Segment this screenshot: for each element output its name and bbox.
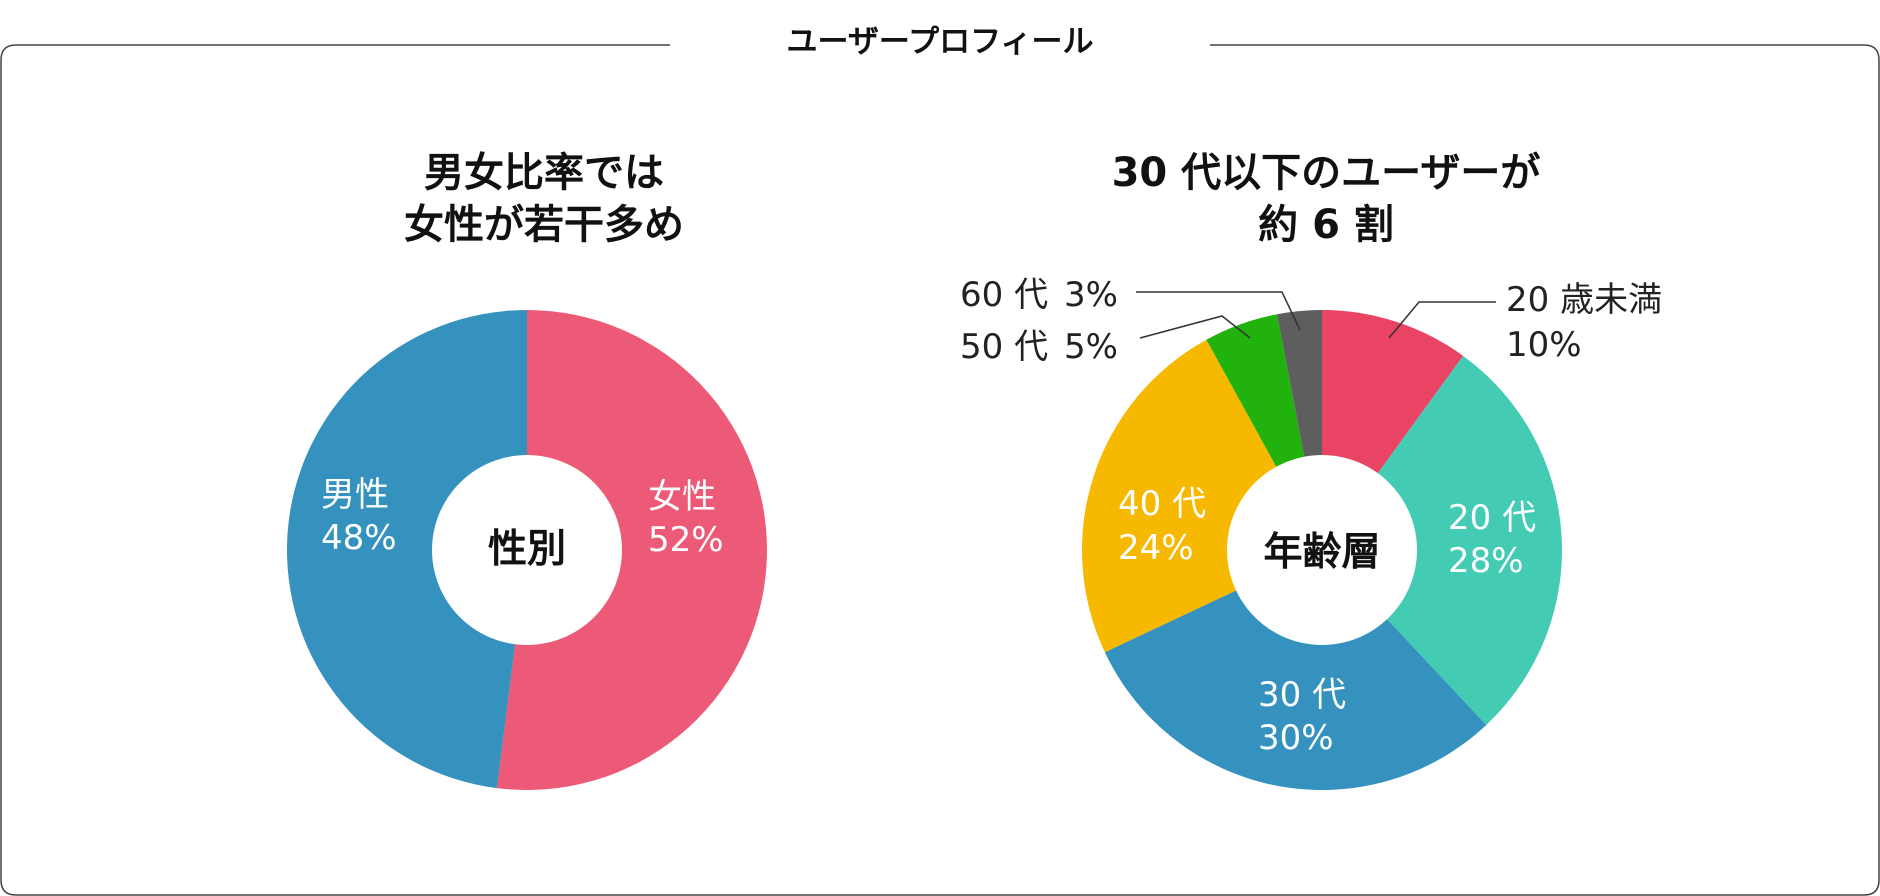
- donut-hole: [1227, 455, 1417, 645]
- pie-slice: [1104, 550, 1487, 790]
- gender-chart: 男女比率では 女性が若干多め 性別 女性 52% 男性 48%: [286, 150, 767, 790]
- slice-value-label: 5%: [1064, 327, 1118, 367]
- donut-hole: [432, 455, 622, 645]
- slice-value-label: 28%: [1448, 541, 1524, 581]
- frame-border: [0, 44, 1880, 896]
- slice-label: 50 代: [960, 327, 1048, 367]
- chart-title-line-1: 男女比率では: [424, 150, 664, 196]
- slice-label: 男性: [321, 475, 389, 515]
- slice-value-label: 48%: [321, 518, 397, 558]
- slice-value-label: 24%: [1118, 528, 1194, 568]
- slice-value-label: 30%: [1258, 718, 1334, 758]
- slice-label: 30 代: [1258, 675, 1346, 715]
- age-donut: [1081, 310, 1562, 790]
- leader-line: [1388, 301, 1496, 339]
- pie-slice: [286, 309, 527, 789]
- chart-title-line-2: 約 6 割: [1258, 202, 1394, 248]
- slice-value-label: 3%: [1064, 275, 1118, 315]
- slice-label: 20 歳未満: [1506, 280, 1662, 320]
- age-chart: 30 代以下のユーザーが 約 6 割 年齢層 20 歳未満 10% 20 代 2…: [960, 150, 1662, 790]
- leader-line: [1136, 291, 1301, 331]
- chart-title-line-1: 30 代以下のユーザーが: [1112, 150, 1541, 196]
- frame-title: ユーザープロフィール: [787, 24, 1094, 60]
- pie-slice: [496, 310, 767, 790]
- chart-title-line-2: 女性が若干多め: [404, 202, 684, 248]
- slice-value-label: 10%: [1506, 325, 1582, 365]
- gender-donut: [286, 309, 767, 790]
- center-label: 性別: [488, 527, 566, 572]
- slice-label: 40 代: [1118, 484, 1206, 524]
- slice-label: 60 代: [960, 275, 1048, 315]
- slice-label: 女性: [648, 477, 716, 517]
- slice-label: 20 代: [1448, 498, 1536, 538]
- slice-value-label: 52%: [648, 520, 724, 560]
- center-label: 年齢層: [1263, 530, 1380, 575]
- leader-line: [1139, 315, 1251, 339]
- pie-slice: [1322, 355, 1562, 725]
